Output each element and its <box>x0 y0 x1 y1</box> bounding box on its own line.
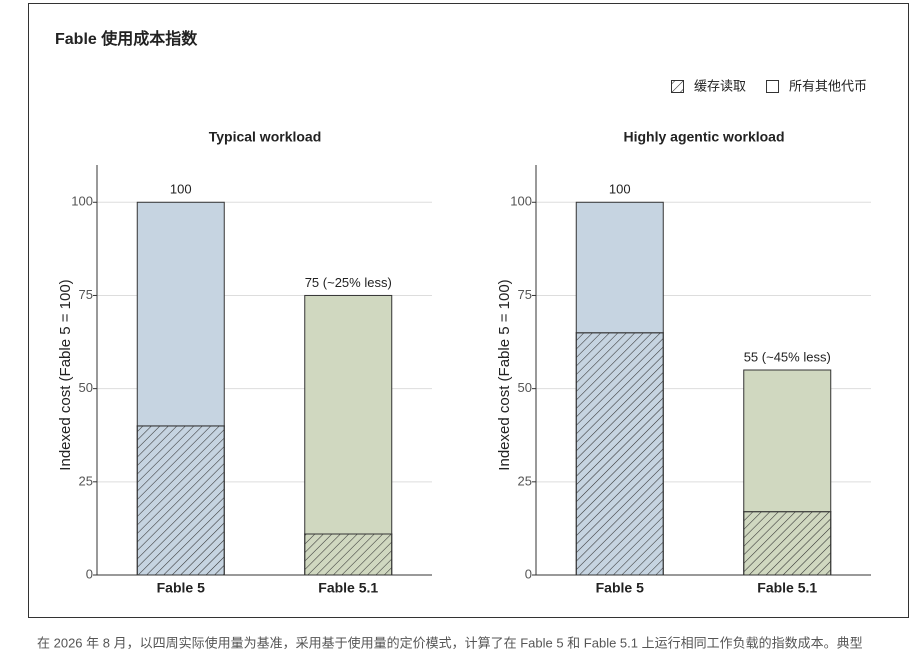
bar-segment <box>136 201 225 427</box>
figure-title: Fable 使用成本指数 <box>55 29 198 48</box>
y-tick-label: 75 <box>79 287 93 302</box>
caption: 在 2026 年 8 月，以四周实际使用量为基准，采用基于使用量的定价模式，计算… <box>37 635 863 650</box>
x-tick-label: Fable 5 <box>596 580 644 596</box>
y-tick-label: 50 <box>518 380 532 395</box>
x-tick-label: Fable 5.1 <box>757 580 817 596</box>
legend-swatch <box>671 80 684 93</box>
bar-hatch <box>136 425 225 576</box>
y-tick-label: 25 <box>518 473 532 488</box>
bar-segment <box>575 201 664 334</box>
y-tick-label: 100 <box>71 194 93 209</box>
y-tick-label: 75 <box>518 287 532 302</box>
bar-segment <box>743 369 832 513</box>
y-axis-label: Indexed cost (Fable 5 = 100) <box>57 279 74 470</box>
legend-label: 所有其他代币 <box>789 78 867 93</box>
bar-hatch <box>575 332 664 576</box>
total-label: 55 (~45% less) <box>744 349 831 364</box>
total-label: 100 <box>170 182 192 197</box>
y-tick-label: 25 <box>79 473 93 488</box>
x-tick-label: Fable 5.1 <box>318 580 378 596</box>
legend-swatch <box>766 80 780 93</box>
bar-hatch <box>743 511 832 576</box>
total-label: 75 (~25% less) <box>305 275 392 290</box>
total-label: 100 <box>609 182 631 197</box>
chart-title: Highly agentic workload <box>623 129 784 145</box>
legend-label: 缓存读取 <box>694 78 746 93</box>
bar-hatch <box>304 533 393 576</box>
y-tick-label: 0 <box>525 566 532 581</box>
bar-segment <box>304 294 393 535</box>
frame <box>28 3 909 618</box>
x-tick-label: Fable 5 <box>157 580 205 596</box>
y-tick-label: 50 <box>79 380 93 395</box>
y-tick-label: 100 <box>510 194 532 209</box>
chart-title: Typical workload <box>209 129 322 145</box>
y-axis-label: Indexed cost (Fable 5 = 100) <box>496 279 513 470</box>
y-tick-label: 0 <box>86 566 93 581</box>
